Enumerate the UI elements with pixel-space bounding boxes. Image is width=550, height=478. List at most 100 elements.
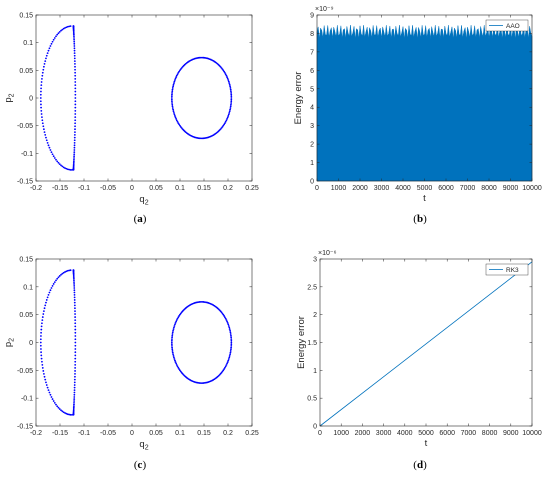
orbit-point bbox=[65, 412, 68, 415]
orbit-point bbox=[229, 350, 232, 352]
orbit-point bbox=[74, 81, 77, 83]
orbit-point bbox=[40, 354, 43, 357]
orbit-point bbox=[41, 322, 43, 325]
orbit-point bbox=[171, 346, 173, 349]
orbit-point bbox=[72, 405, 75, 408]
chart-panel-a: -0.2 -0.15 -0.1 -0.05 0 0.05 0.1 0.15 0.2 0.25-0.… bbox=[3, 13, 259, 207]
orbit-point bbox=[62, 27, 65, 30]
orbit-point bbox=[41, 316, 44, 318]
orbit-point bbox=[66, 168, 69, 171]
orbit-point bbox=[74, 331, 77, 334]
y-tick-label: 0 bbox=[313, 424, 317, 431]
orbit-point bbox=[224, 365, 227, 368]
x-tick-label: 2000 bbox=[355, 430, 371, 437]
orbit-point bbox=[173, 325, 176, 327]
x-tick-label: -0.2 bbox=[30, 430, 42, 437]
caption-b: (b) bbox=[413, 213, 427, 225]
orbit-point bbox=[44, 133, 47, 136]
orbit-point bbox=[172, 85, 175, 88]
orbit-point bbox=[61, 410, 64, 413]
x-tick-label: 4000 bbox=[397, 430, 413, 437]
orbit-point bbox=[41, 74, 44, 77]
orbit-point bbox=[73, 45, 76, 47]
orbit-point bbox=[72, 32, 75, 35]
plot-area bbox=[39, 269, 233, 416]
y-tick-label: 0 bbox=[310, 179, 314, 186]
orbit-point bbox=[69, 25, 72, 28]
orbit-point bbox=[62, 271, 65, 274]
orbit-point bbox=[45, 301, 47, 304]
orbit-point bbox=[72, 33, 75, 36]
orbit-point bbox=[227, 323, 230, 326]
x-tick-label: 3000 bbox=[374, 185, 390, 192]
orbit-point bbox=[73, 398, 76, 400]
y-axis-label: Energy error bbox=[293, 72, 304, 125]
orbit-point bbox=[229, 351, 232, 354]
orbit-point bbox=[71, 413, 73, 416]
orbit-point bbox=[74, 307, 76, 310]
orbit-point bbox=[49, 45, 52, 47]
scale-exponent: ×10⁻⁶ bbox=[318, 250, 337, 257]
legend-box bbox=[485, 19, 529, 32]
y-ticks: -0.15 -0.1 -0.05 0 0.05 0.1 0.15 bbox=[17, 13, 252, 186]
orbit-point bbox=[230, 343, 233, 346]
orbit-point bbox=[229, 105, 232, 108]
orbit-point bbox=[64, 412, 66, 414]
orbit-point bbox=[69, 269, 72, 272]
orbit-point bbox=[56, 277, 59, 280]
orbit-point bbox=[201, 300, 204, 303]
orbit-point bbox=[56, 160, 59, 163]
orbit-point bbox=[50, 151, 53, 154]
y-tick-label: 0.15 bbox=[19, 13, 33, 20]
orbit-point bbox=[171, 88, 174, 91]
orbit-point bbox=[73, 136, 76, 139]
orbit-point bbox=[60, 164, 62, 167]
orbit-point bbox=[40, 90, 42, 93]
y-tick-label: 5 bbox=[310, 86, 314, 93]
orbit-point bbox=[172, 83, 175, 86]
legend-label: RK3 bbox=[506, 267, 519, 274]
orbit-point bbox=[39, 344, 42, 347]
orbit-point bbox=[224, 72, 226, 74]
orbit-point bbox=[225, 74, 228, 77]
orbit-point bbox=[73, 133, 76, 136]
orbit-point bbox=[73, 296, 76, 299]
orbit-point bbox=[171, 348, 174, 351]
orbit-point bbox=[74, 122, 77, 125]
x-tick-label: 0 bbox=[315, 185, 319, 192]
orbit-point bbox=[47, 293, 50, 296]
orbit-point bbox=[224, 366, 226, 369]
orbit-point bbox=[73, 289, 76, 292]
orbit-point bbox=[43, 63, 46, 65]
orbit-point bbox=[73, 384, 76, 386]
orbit-point bbox=[73, 139, 76, 142]
orbit-point bbox=[41, 360, 43, 363]
y-tick-label: 6 bbox=[310, 68, 314, 75]
orbit-point bbox=[230, 93, 233, 96]
orbit-point bbox=[49, 393, 52, 396]
orbit-point bbox=[42, 370, 45, 372]
orbit-point bbox=[223, 123, 226, 126]
orbit-point bbox=[73, 304, 76, 307]
orbit-point bbox=[230, 100, 233, 103]
orbit-point bbox=[230, 102, 233, 104]
orbit-point bbox=[72, 163, 75, 166]
y-tick-label: 0 bbox=[29, 340, 33, 347]
orbit-point bbox=[175, 319, 178, 321]
orbit-point bbox=[171, 334, 174, 337]
x-ticks: 0 1000 2000 3000 4000 5000 6000 7000 8000 9000 100… bbox=[318, 259, 542, 437]
orbit-point bbox=[61, 28, 64, 31]
orbit-point bbox=[227, 359, 230, 362]
orbit-point bbox=[51, 40, 54, 43]
orbit-point bbox=[62, 411, 65, 414]
orbit-point bbox=[56, 405, 59, 408]
orbit-point bbox=[74, 319, 77, 322]
orbit-point bbox=[230, 92, 233, 94]
orbit-point bbox=[40, 335, 42, 337]
x-axis-label: t bbox=[425, 438, 428, 449]
orbit-point bbox=[230, 103, 232, 106]
orbit-point bbox=[74, 68, 76, 71]
x-tick-label: 0 bbox=[130, 430, 134, 437]
orbit-point bbox=[74, 100, 77, 103]
y-tick-label: 0.05 bbox=[19, 312, 33, 319]
